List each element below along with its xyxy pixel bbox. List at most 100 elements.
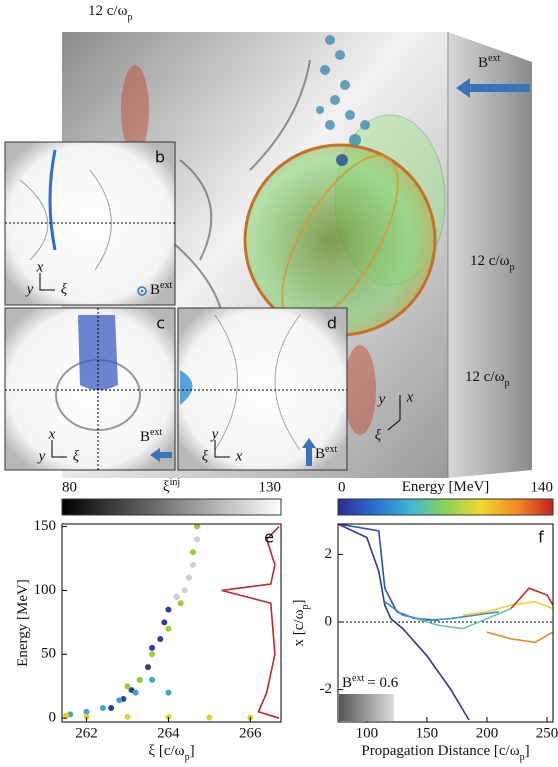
figure: 12 c/ωp12 c/ωp12 c/ωpBextxyξbxyξcxyξdyξx…	[0, 0, 558, 767]
dimension-label-part: p	[127, 12, 132, 23]
panel-label: d	[327, 314, 337, 333]
colorbar-title: Energy [MeV]	[402, 479, 490, 495]
panel-c	[5, 308, 175, 470]
inset-label-part: = 0.6	[367, 675, 398, 691]
panel-label: e	[264, 528, 274, 547]
data-point	[137, 677, 143, 683]
x-tick-label: 100	[356, 725, 379, 741]
data-point	[100, 705, 106, 711]
data-point	[108, 705, 114, 711]
axis-name: ξ	[61, 281, 68, 297]
x-axis-label-part: Propagation Distance [c/ω	[361, 743, 519, 759]
field-label-part: ext	[488, 53, 500, 64]
data-point	[186, 575, 192, 581]
data-point	[149, 645, 155, 651]
x-axis-label: Propagation Distance [c/ωp]	[361, 743, 529, 762]
y-axis-label: x [c/ωp]	[291, 600, 310, 647]
colorbar-title-part: inj	[170, 477, 181, 488]
panel-label: f	[538, 528, 544, 547]
panel-label: c	[156, 314, 165, 333]
y-axis-label-part: ]	[291, 600, 307, 605]
x-tick-label: 150	[416, 725, 439, 741]
colorbar-tick-label: 130	[259, 479, 282, 495]
y-tick-label: 0	[49, 710, 57, 726]
dimension-label-part: 12 c/ω	[88, 3, 128, 19]
panel-label: b	[155, 148, 165, 167]
field-label-part: B	[478, 55, 488, 71]
y-tick-label: 150	[34, 518, 57, 534]
axis-name: y	[37, 448, 46, 464]
colorbar	[338, 499, 553, 515]
x-tick-label: 266	[239, 725, 262, 741]
field-label-part: ext	[325, 444, 337, 455]
data-point	[124, 714, 130, 720]
x-tick-label: 200	[476, 725, 499, 741]
axis-name: y	[25, 281, 34, 297]
axis-name: x	[406, 389, 414, 405]
axis-name: x	[48, 426, 56, 442]
colorbar-title: ξinj	[163, 477, 180, 496]
field-label-part: ext	[160, 280, 172, 291]
dimension-label-part: 12 c/ω	[470, 253, 510, 269]
data-point	[165, 690, 171, 696]
colorbar-tick-label: 80	[62, 479, 77, 495]
x-tick-label: 264	[157, 725, 180, 741]
field-label-part: B	[150, 282, 160, 298]
axis-name: ξ	[73, 448, 80, 464]
data-point	[149, 677, 155, 683]
y-tick-label: 100	[34, 582, 57, 598]
plot-area	[62, 524, 281, 722]
inset-label-part: B	[342, 675, 352, 691]
x-axis-label-part: ]	[190, 743, 195, 759]
colorbar-title-part: Energy [MeV]	[402, 479, 490, 495]
x-tick-label: 262	[75, 725, 98, 741]
x-axis-label-part: ξ [c/ω	[148, 743, 184, 759]
y-tick-label: 2	[325, 546, 333, 562]
y-axis-label-part: x [c/ω	[291, 609, 307, 646]
data-point	[84, 709, 90, 715]
y-tick-label: -2	[320, 681, 333, 697]
data-point	[206, 715, 212, 721]
dimension-label-part: p	[504, 378, 509, 389]
data-point	[190, 562, 196, 568]
colorbar-tick-label: 140	[531, 479, 554, 495]
y-axis-label-part: Energy [MeV]	[15, 579, 31, 667]
data-point	[116, 697, 122, 703]
field-label-part: B	[315, 446, 325, 462]
axis-name: ξ	[202, 448, 209, 464]
data-point	[194, 536, 200, 542]
inset-box	[339, 694, 394, 721]
dimension-label: 12 c/ωp	[88, 3, 132, 22]
data-point	[174, 594, 180, 600]
colorbar	[62, 499, 281, 515]
field-label-part: ext	[150, 427, 162, 438]
data-point	[133, 690, 139, 696]
dimension-label-part: p	[509, 262, 514, 273]
data-point	[190, 549, 196, 555]
axis-name: y	[210, 426, 219, 442]
axis-name: x	[36, 259, 44, 275]
data-point	[145, 664, 151, 670]
axis-name: x	[235, 448, 243, 464]
axis-name: ξ	[375, 427, 382, 443]
x-tick-label: 250	[536, 725, 558, 741]
data-point	[161, 619, 167, 625]
data-point	[178, 600, 184, 606]
field-label-part: B	[140, 429, 150, 445]
inset-label: Bext= 0.6	[342, 673, 399, 692]
data-point	[165, 607, 171, 613]
data-point	[149, 651, 155, 657]
axis-name: y	[377, 391, 386, 407]
plot-area	[338, 524, 553, 722]
page: 12 c/ωp12 c/ωp12 c/ωpBextxyξbxyξcxyξdyξx…	[0, 0, 558, 767]
y-tick-label: 50	[41, 646, 56, 662]
colorbar-tick-label: 0	[338, 479, 346, 495]
x-axis-label: ξ [c/ωp]	[148, 743, 194, 762]
data-point	[124, 683, 130, 689]
x-axis-label-part: ]	[525, 743, 530, 759]
dimension-label-part: 12 c/ω	[465, 369, 505, 385]
data-point	[157, 636, 163, 642]
y-axis-label: Energy [MeV]	[15, 579, 31, 667]
data-point	[165, 626, 171, 632]
inset-label-part: ext	[352, 673, 364, 684]
